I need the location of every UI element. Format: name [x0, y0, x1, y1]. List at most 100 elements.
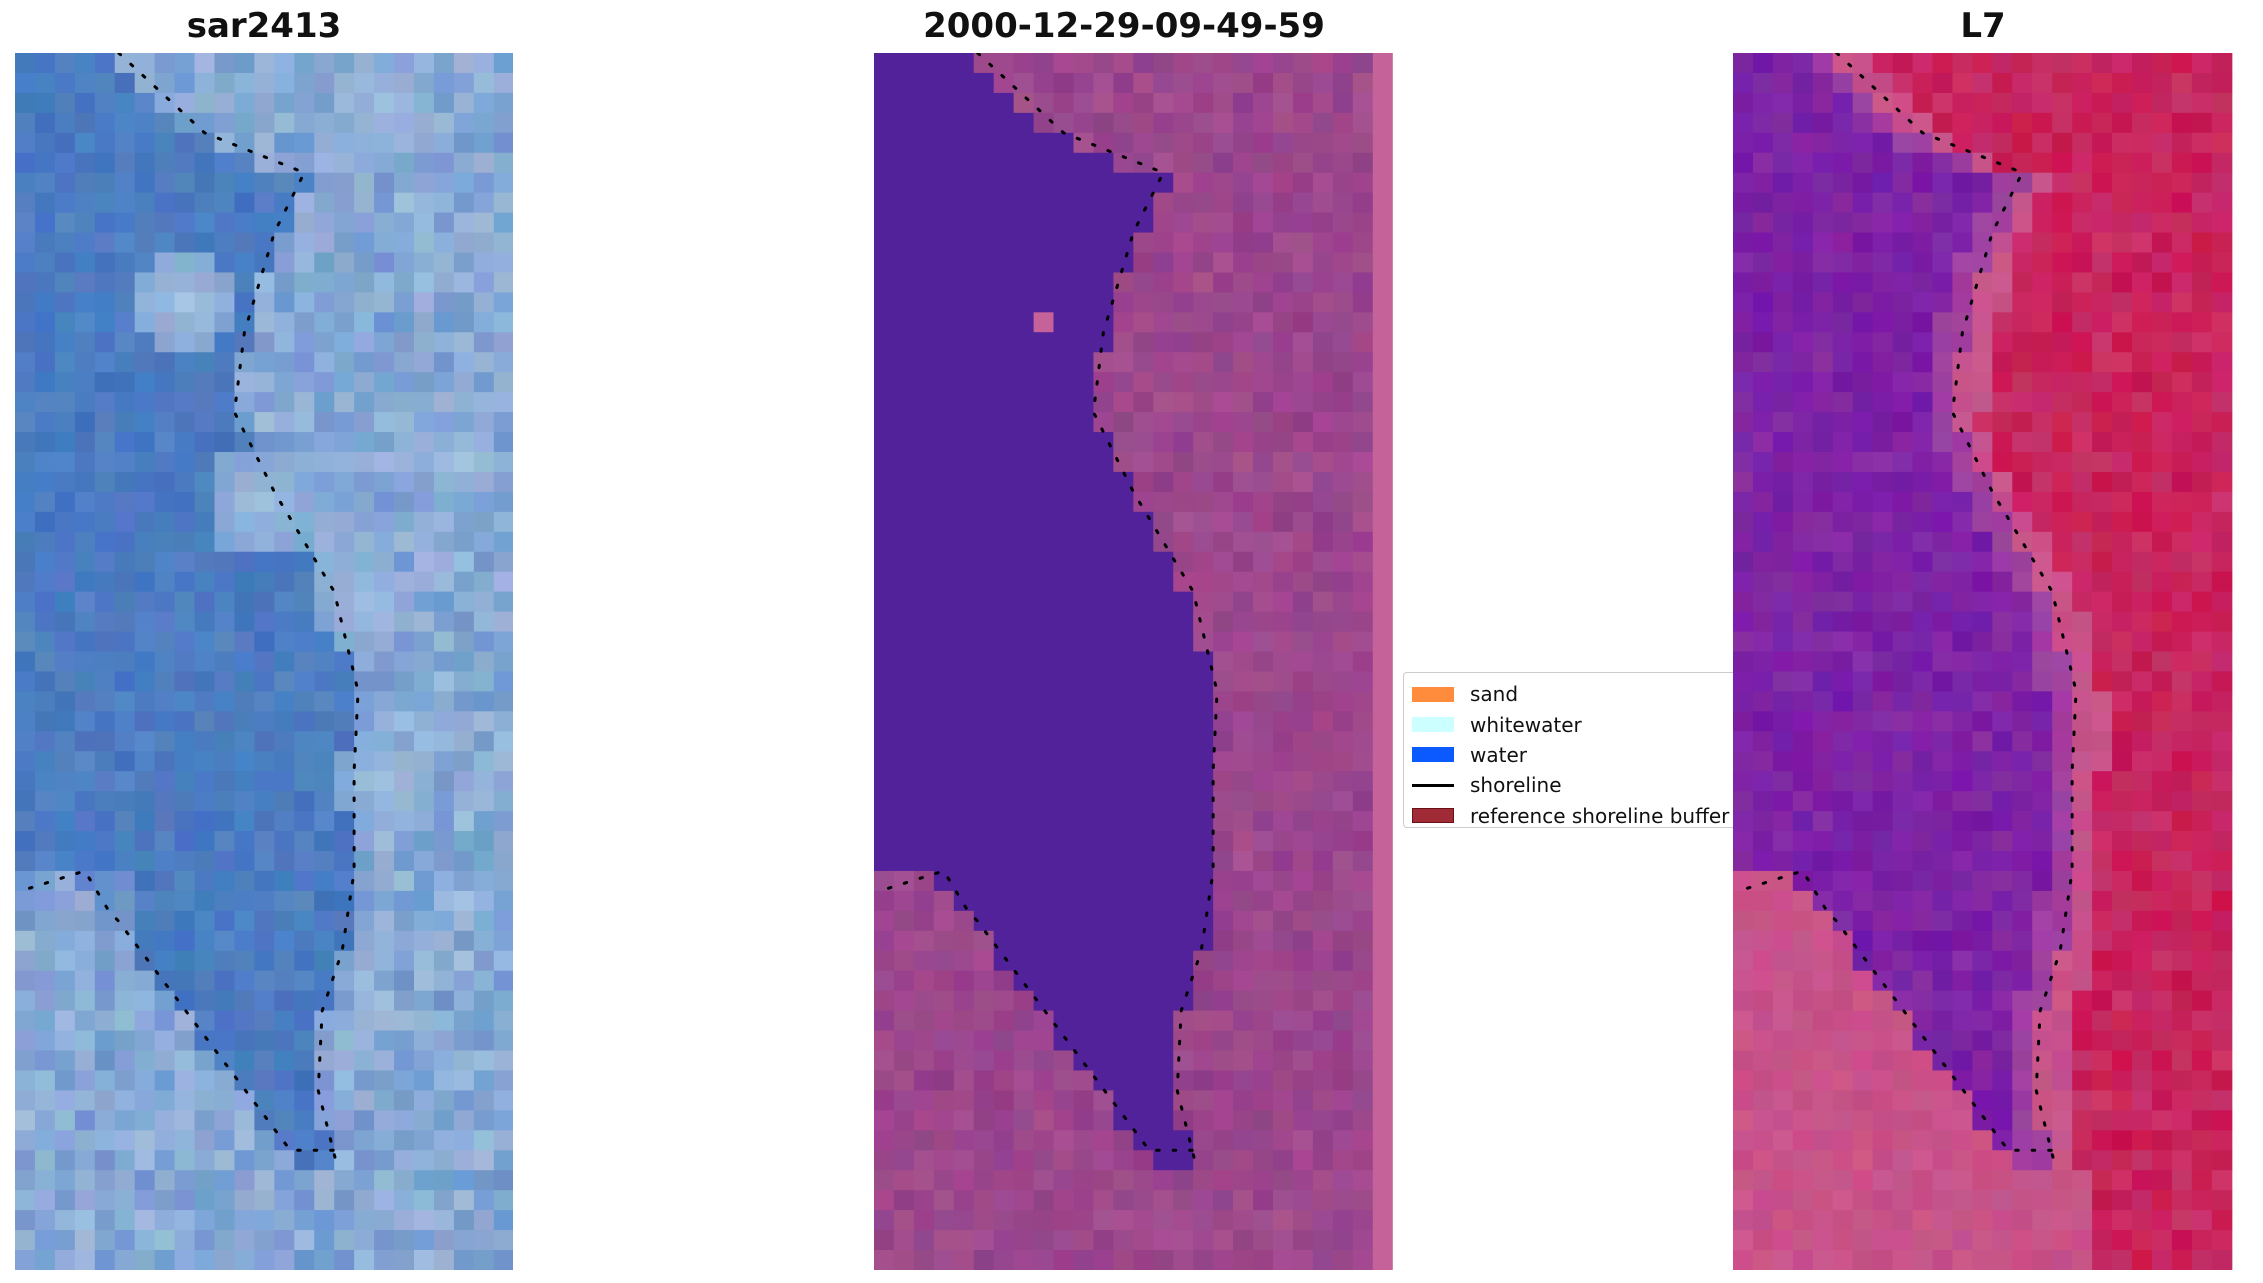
image-pixel [1972, 651, 1993, 673]
image-pixel [394, 1050, 415, 1072]
image-pixel [953, 631, 975, 653]
image-pixel [1812, 232, 1834, 254]
image-pixel [354, 831, 375, 852]
image-pixel [2092, 392, 2113, 413]
image-pixel [973, 352, 995, 373]
image-pixel [114, 272, 136, 293]
image-pixel [254, 591, 275, 613]
image-pixel [2112, 691, 2133, 712]
image-pixel [2052, 990, 2073, 1012]
image-pixel [1312, 72, 1334, 94]
image-pixel [2151, 771, 2173, 792]
image-pixel [1852, 152, 1874, 174]
image-pixel [1253, 292, 1274, 313]
image-pixel [294, 332, 315, 353]
image-pixel [1912, 491, 1934, 513]
image-pixel [1292, 1230, 1314, 1251]
image-pixel [1852, 272, 1874, 293]
image-pixel [1173, 1110, 1194, 1131]
image-pixel [1013, 711, 1035, 732]
image-pixel [254, 471, 275, 493]
image-pixel [1073, 252, 1095, 274]
image-pixel [334, 1230, 355, 1251]
image-pixel [214, 392, 236, 413]
image-pixel [254, 1130, 275, 1151]
image-pixel [1912, 990, 1934, 1012]
image-pixel [993, 53, 1015, 74]
image-pixel [993, 1010, 1015, 1032]
image-pixel [314, 631, 335, 653]
image-pixel [1912, 192, 1934, 214]
image-pixel [1892, 252, 1914, 274]
image-pixel [1752, 511, 1774, 533]
image-pixel [1033, 1210, 1055, 1231]
image-pixel [134, 232, 156, 254]
image-pixel [1872, 172, 1894, 194]
image-pixel [2072, 631, 2093, 653]
image-pixel [973, 751, 995, 772]
image-pixel [874, 1090, 895, 1111]
image-pixel [953, 292, 975, 313]
image-pixel [473, 1170, 495, 1191]
image-pixel [414, 711, 435, 732]
image-pixel [1972, 152, 1993, 174]
image-pixel [1113, 811, 1134, 832]
image-pixel [1253, 711, 1274, 732]
image-pixel [874, 432, 895, 453]
image-pixel [1932, 1130, 1954, 1151]
image-pixel [2191, 1070, 2213, 1091]
image-pixel [294, 1010, 315, 1032]
image-pixel [94, 491, 116, 513]
image-pixel [74, 651, 96, 673]
image-pixel [1173, 851, 1194, 872]
image-pixel [2072, 990, 2093, 1012]
image-pixel [1972, 172, 1993, 194]
image-pixel [414, 1030, 435, 1052]
image-pixel [1133, 910, 1154, 932]
image-pixel [1253, 53, 1274, 74]
image-pixel [1932, 232, 1954, 254]
image-pixel [973, 511, 995, 533]
image-pixel [154, 1230, 176, 1251]
image-pixel [1013, 1230, 1035, 1251]
image-pixel [1033, 950, 1055, 972]
image-pixel [74, 551, 96, 573]
image-pixel [1312, 392, 1334, 413]
image-pixel [1153, 591, 1174, 613]
image-pixel [1992, 332, 2013, 353]
image-pixel [174, 452, 196, 473]
image-pixel [154, 930, 176, 952]
image-pixel [1733, 412, 1754, 433]
image-pixel [1352, 112, 1374, 134]
image-pixel [134, 1010, 156, 1032]
image-pixel [2112, 72, 2133, 94]
image-pixel [354, 591, 375, 613]
image-pixel [874, 711, 895, 732]
image-pixel [1193, 870, 1214, 892]
image-pixel [453, 930, 475, 952]
image-pixel [54, 910, 76, 932]
image-pixel [394, 631, 415, 653]
image-pixel [1932, 531, 1954, 553]
image-pixel [1273, 1070, 1294, 1091]
image-pixel [1213, 531, 1234, 553]
image-pixel [34, 471, 56, 493]
image-pixel [34, 252, 56, 274]
image-pixel [473, 272, 495, 293]
image-pixel [2112, 392, 2133, 413]
image-pixel [893, 491, 915, 513]
image-pixel [1113, 631, 1134, 653]
image-pixel [1912, 691, 1934, 712]
image-pixel [1352, 511, 1374, 533]
image-pixel [1033, 72, 1055, 94]
image-pixel [1133, 152, 1154, 174]
image-pixel [274, 72, 295, 94]
image-pixel [94, 691, 116, 712]
image-pixel [1912, 1110, 1934, 1131]
image-pixel [394, 432, 415, 453]
image-pixel [414, 611, 435, 633]
image-pixel [1093, 771, 1114, 792]
image-pixel [1352, 1050, 1374, 1072]
image-pixel [1113, 671, 1134, 692]
image-pixel [2171, 272, 2193, 293]
